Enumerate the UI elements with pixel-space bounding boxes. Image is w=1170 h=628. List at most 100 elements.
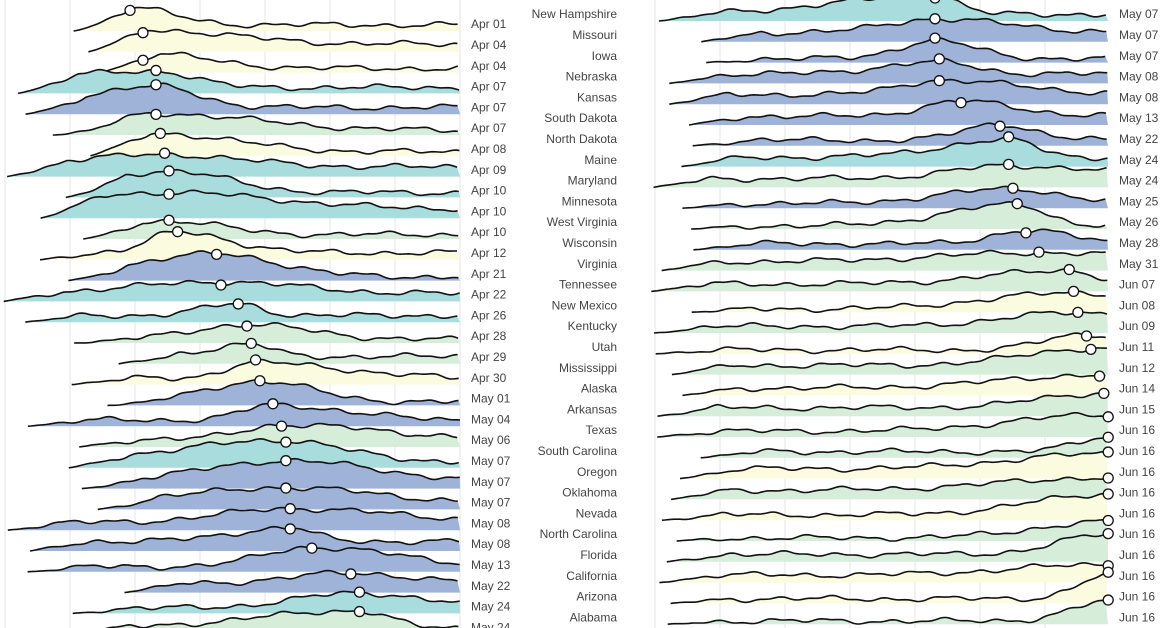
ridge-area <box>40 190 461 219</box>
peak-marker <box>163 214 175 226</box>
state-label: Arkansas <box>567 402 617 416</box>
peak-marker <box>171 226 184 238</box>
date-label: Jun 07 <box>1119 278 1155 292</box>
ridge-area <box>30 526 460 551</box>
ridge-line <box>653 310 1108 334</box>
date-label: Jun 16 <box>1119 590 1155 604</box>
peak-marker <box>154 127 166 140</box>
ridge-line <box>73 6 458 32</box>
ridge-line <box>706 36 1106 64</box>
date-label: May 08 <box>471 516 511 530</box>
ridge-line <box>68 437 459 469</box>
ridge-area <box>658 0 1108 21</box>
ridge-area <box>83 219 461 239</box>
ridge-area <box>682 186 1108 209</box>
ridge-line <box>100 51 459 74</box>
ridge <box>52 108 460 136</box>
state-label: Utah <box>592 340 617 354</box>
ridge <box>27 542 461 573</box>
peak-marker <box>249 354 262 366</box>
ridge-area <box>688 100 1108 125</box>
date-label: May 24 <box>1119 153 1159 167</box>
ridge-area <box>72 591 460 614</box>
peak-marker <box>150 79 162 91</box>
peak-marker <box>1102 472 1114 484</box>
peak-marker <box>955 97 967 109</box>
ridge-area <box>657 412 1108 437</box>
ridge-area <box>7 152 460 177</box>
date-label: Jun 16 <box>1119 506 1155 520</box>
ridge <box>661 246 1108 272</box>
date-label: May 07 <box>471 475 511 489</box>
peak-marker <box>163 165 175 177</box>
ridge-line <box>657 392 1108 417</box>
ridge-area <box>691 201 1108 229</box>
peak-marker <box>1067 285 1080 298</box>
peak-marker <box>245 337 257 350</box>
ridge-line <box>693 228 1108 251</box>
peak-marker <box>1102 594 1114 606</box>
ridge <box>7 503 461 531</box>
ridge-line <box>27 402 461 427</box>
ridge-line <box>118 342 458 365</box>
ridge-line <box>682 185 1106 209</box>
ridge <box>17 64 460 95</box>
date-label: Apr 29 <box>471 350 507 364</box>
ridge-line <box>72 590 460 615</box>
ridge <box>651 263 1108 293</box>
peak-marker <box>933 53 945 65</box>
date-label: May 22 <box>471 579 511 593</box>
peak-marker <box>158 147 171 159</box>
ridge <box>653 158 1108 189</box>
state-label: Maine <box>584 153 617 167</box>
date-label: Apr 07 <box>471 121 507 135</box>
peak-marker <box>150 108 162 120</box>
state-label: Kentucky <box>568 319 617 333</box>
state-label: North Carolina <box>540 527 618 541</box>
date-label: Apr 04 <box>471 59 507 73</box>
ridge-area <box>124 570 460 593</box>
ridge <box>667 594 1114 625</box>
peak-marker <box>210 248 223 260</box>
ridge <box>39 226 460 261</box>
ridge <box>79 420 460 448</box>
ridge-line <box>701 17 1107 43</box>
date-label: May 04 <box>471 412 511 426</box>
ridge-area <box>653 164 1108 188</box>
state-label: Missouri <box>572 28 617 42</box>
date-label: Jun 16 <box>1119 444 1155 458</box>
date-label: May 26 <box>1119 215 1159 229</box>
date-label: Apr 08 <box>471 142 507 156</box>
ridge-area <box>657 393 1108 417</box>
ridge-area <box>661 250 1108 271</box>
state-label: New Hampshire <box>532 7 618 21</box>
state-label: New Mexico <box>552 298 618 312</box>
ridge-line <box>65 168 459 199</box>
peak-marker <box>994 120 1006 132</box>
ridge-line <box>667 599 1106 625</box>
ridge-line <box>670 572 1106 605</box>
date-label: Apr 01 <box>471 17 507 31</box>
ridge <box>27 398 461 427</box>
ridge-line <box>659 562 1107 584</box>
ridge <box>676 514 1114 542</box>
date-label: Jun 08 <box>1119 298 1155 312</box>
peak-marker <box>933 75 945 87</box>
state-label: Iowa <box>592 49 618 63</box>
date-label: May 08 <box>471 537 511 551</box>
ridge-line <box>27 545 460 573</box>
ridge <box>83 214 461 240</box>
peak-marker <box>284 503 296 515</box>
ridge-area <box>7 507 461 531</box>
ridge-area <box>71 359 460 385</box>
date-label: Jun 11 <box>1119 340 1154 354</box>
ridge-line <box>25 82 458 115</box>
ridge-line <box>40 189 458 219</box>
date-label: May 07 <box>1119 49 1159 63</box>
peak-marker <box>280 436 292 448</box>
date-label: Apr 22 <box>471 288 507 302</box>
ridge-area <box>68 438 460 468</box>
state-label: Oklahoma <box>562 486 617 500</box>
ridge-area <box>3 280 461 302</box>
